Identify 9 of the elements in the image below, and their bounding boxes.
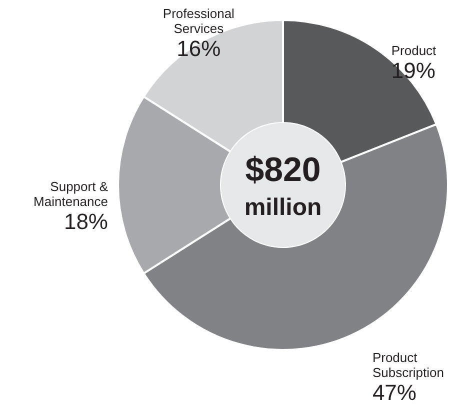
data-label: 16%	[176, 36, 221, 62]
data-label: 18%	[64, 209, 108, 234]
slice-label: Support & Maintenance	[34, 179, 108, 209]
text: $820	[245, 151, 321, 189]
slice-label: Professional Services	[162, 6, 235, 36]
data-label: 47%	[372, 380, 416, 405]
text: million	[244, 194, 322, 221]
slice-label: Product	[391, 43, 437, 58]
slice-label: Product Subscription	[372, 350, 444, 380]
